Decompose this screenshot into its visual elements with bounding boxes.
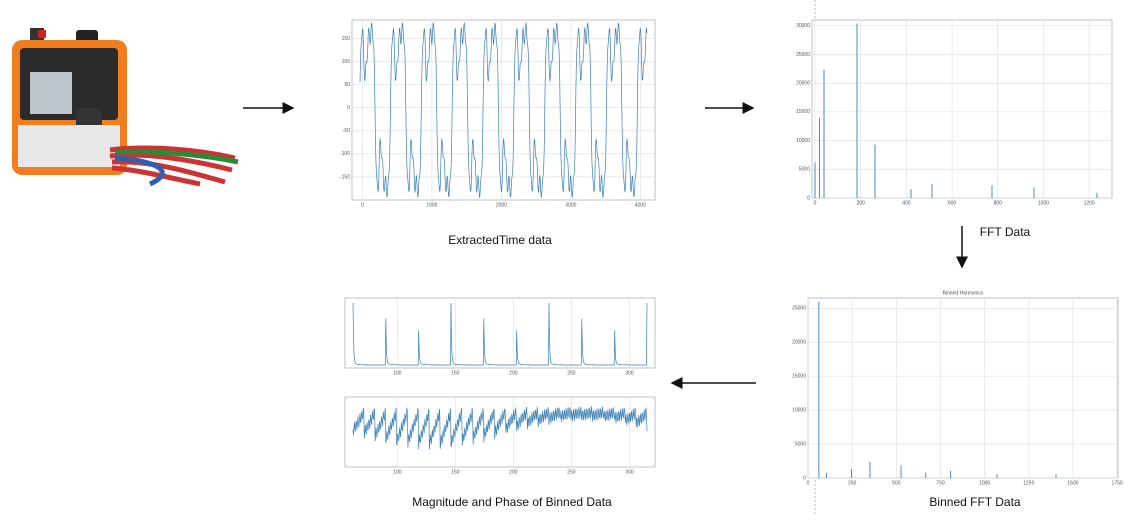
x-tick-label: 200 [856, 200, 865, 206]
y-tick-label: 0 [347, 105, 350, 111]
y-tick-label: 25000 [796, 52, 810, 58]
y-tick-label: 15000 [796, 109, 810, 115]
x-tick-label: 500 [892, 480, 901, 486]
x-tick-label: 150 [451, 469, 460, 475]
y-tick-label: 5000 [799, 167, 810, 173]
y-tick-label: -50 [343, 128, 350, 134]
x-tick-label: 4000 [635, 202, 646, 208]
trace [359, 22, 648, 199]
y-tick-label: 0 [807, 195, 810, 201]
y-tick-label: 0 [803, 475, 806, 481]
x-tick-label: 250 [848, 480, 857, 486]
caption: Magnitude and Phase of Binned Data [412, 495, 612, 509]
y-tick-label: 15000 [792, 373, 806, 379]
trace [352, 406, 648, 450]
plot-area [351, 19, 656, 201]
plot-area [344, 297, 656, 369]
x-tick-label: 1500 [1067, 480, 1078, 486]
x-tick-label: 250 [567, 370, 576, 376]
x-tick-label: 0 [807, 480, 810, 486]
x-tick-label: 100 [393, 469, 402, 475]
x-tick-label: 1750 [1112, 480, 1123, 486]
x-tick-label: 750 [936, 480, 945, 486]
caption: ExtractedTime data [448, 233, 552, 247]
x-tick-label: 300 [625, 469, 634, 475]
y-tick-label: 20000 [792, 339, 806, 345]
x-tick-label: 100 [393, 370, 402, 376]
caption: FFT Data [980, 225, 1031, 239]
plot-area [344, 396, 656, 468]
chart-title: Binned Harmonics [943, 290, 984, 296]
x-tick-label: 1000 [1038, 200, 1049, 206]
x-tick-label: 0 [361, 202, 364, 208]
x-tick-label: 1000 [426, 202, 437, 208]
y-tick-label: 10000 [796, 138, 810, 144]
y-tick-label: 20000 [796, 80, 810, 86]
device-image [12, 28, 239, 187]
x-tick-label: 250 [567, 469, 576, 475]
y-tick-label: -100 [340, 151, 350, 157]
y-tick-label: 50 [344, 82, 350, 88]
x-tick-label: 200 [509, 469, 518, 475]
trace [352, 302, 648, 366]
y-tick-label: 25000 [792, 306, 806, 312]
x-tick-label: 2000 [496, 202, 507, 208]
x-tick-label: 1200 [1084, 200, 1095, 206]
x-tick-label: 300 [625, 370, 634, 376]
y-tick-label: 30000 [796, 23, 810, 29]
x-tick-label: 200 [509, 370, 518, 376]
y-tick-label: 150 [342, 36, 351, 42]
y-tick-label: 5000 [795, 441, 806, 447]
caption: Binned FFT Data [929, 495, 1020, 509]
x-tick-label: 1000 [979, 480, 990, 486]
x-tick-label: 600 [948, 200, 957, 206]
x-tick-label: 400 [902, 200, 911, 206]
x-tick-label: 800 [994, 200, 1003, 206]
plot-area [807, 297, 1119, 479]
x-tick-label: 1250 [1023, 480, 1034, 486]
x-tick-label: 0 [814, 200, 817, 206]
x-tick-label: 3000 [565, 202, 576, 208]
y-tick-label: 10000 [792, 407, 806, 413]
y-tick-label: 100 [342, 59, 351, 65]
x-tick-label: 150 [451, 370, 460, 376]
y-tick-label: -150 [340, 174, 350, 180]
